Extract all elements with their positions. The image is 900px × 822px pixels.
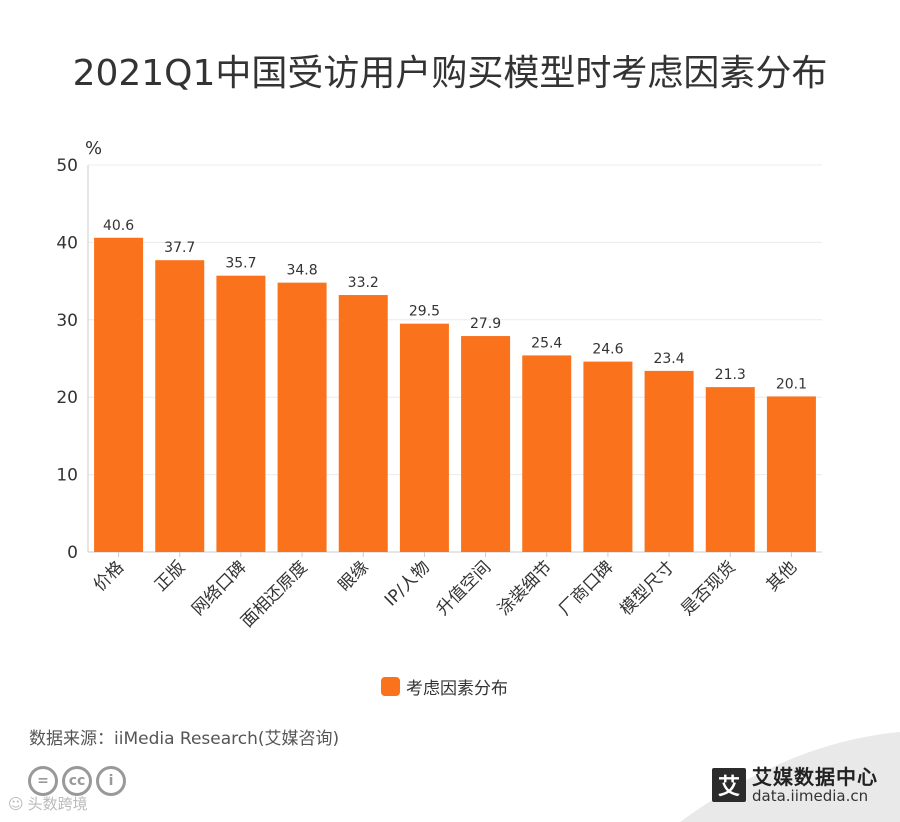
attribution-icon: i bbox=[96, 766, 126, 796]
bar bbox=[522, 355, 572, 552]
y-tick-label: 30 bbox=[56, 311, 78, 331]
data-label: 34.8 bbox=[286, 263, 317, 279]
brand-name: 艾媒数据中心 bbox=[752, 765, 878, 789]
bar bbox=[216, 275, 266, 552]
legend[interactable]: 考虑因素分布 bbox=[381, 674, 508, 699]
data-source: 数据来源：iiMedia Research(艾媒咨询) bbox=[29, 729, 340, 749]
brand-block: 艾 艾媒数据中心 data.iimedia.cn bbox=[712, 766, 878, 805]
data-label: 35.7 bbox=[225, 256, 256, 272]
x-tick-label: 涂装细节 bbox=[494, 557, 556, 619]
chart-title: 2021Q1中国受访用户购买模型时考虑因素分布 bbox=[72, 53, 828, 94]
x-tick-label: 面相还原度 bbox=[237, 557, 311, 631]
x-tick-label: 正版 bbox=[151, 557, 189, 595]
data-label: 33.2 bbox=[348, 275, 379, 291]
y-tick-label: 20 bbox=[56, 388, 78, 408]
x-tick-label: IP/人物 bbox=[381, 557, 434, 610]
legend-swatch bbox=[381, 676, 400, 696]
watermark-icon: ☺ bbox=[8, 794, 24, 813]
y-tick-label: 10 bbox=[56, 466, 78, 486]
data-label: 25.4 bbox=[531, 335, 562, 351]
license-badges: = cc i bbox=[28, 766, 126, 796]
bar bbox=[644, 370, 694, 552]
watermark-text: 头数跨境 bbox=[27, 795, 88, 813]
x-tick-label: 网络口碑 bbox=[188, 557, 250, 619]
data-label: 27.9 bbox=[470, 316, 501, 332]
bar bbox=[94, 237, 144, 553]
equal-icon: = bbox=[28, 766, 58, 796]
x-tick-label: 价格 bbox=[90, 557, 128, 595]
data-label: 21.3 bbox=[715, 367, 746, 383]
y-axis-unit: % bbox=[85, 138, 102, 159]
x-tick-label: 眼缘 bbox=[335, 557, 373, 595]
legend-label: 考虑因素分布 bbox=[406, 678, 508, 699]
bar bbox=[155, 260, 205, 552]
data-label: 20.1 bbox=[776, 376, 807, 392]
y-tick-label: 50 bbox=[56, 156, 78, 176]
cc-icon: cc bbox=[62, 766, 92, 796]
data-label: 37.7 bbox=[164, 240, 195, 256]
data-label: 40.6 bbox=[103, 218, 134, 234]
data-label: 24.6 bbox=[592, 342, 623, 358]
watermark: ☺ 头数跨境 bbox=[8, 793, 88, 814]
bar bbox=[583, 361, 633, 552]
y-tick-label: 40 bbox=[56, 233, 78, 253]
bar bbox=[277, 282, 327, 552]
bar bbox=[338, 295, 388, 552]
x-tick-label: 厂商口碑 bbox=[555, 557, 617, 619]
bar bbox=[766, 396, 816, 552]
brand-url: data.iimedia.cn bbox=[752, 787, 869, 805]
brand-logo-icon: 艾 bbox=[712, 768, 746, 803]
x-tick-label: 是否现货 bbox=[678, 557, 740, 619]
x-tick-label: 模型尺寸 bbox=[616, 557, 678, 619]
x-tick-label: 升值空间 bbox=[433, 557, 495, 619]
bar bbox=[399, 323, 449, 552]
data-label: 23.4 bbox=[653, 351, 684, 367]
bar bbox=[461, 336, 511, 552]
bar-chart: 0 10 20 30 40 50% 40.6 价格 37.7 正版 35.7 网络口碑 34.8 面相还原… bbox=[56, 138, 822, 632]
bar bbox=[705, 387, 755, 552]
data-label: 29.5 bbox=[409, 304, 440, 320]
x-tick-label: 其他 bbox=[763, 557, 801, 595]
y-tick-label: 0 bbox=[67, 543, 78, 563]
